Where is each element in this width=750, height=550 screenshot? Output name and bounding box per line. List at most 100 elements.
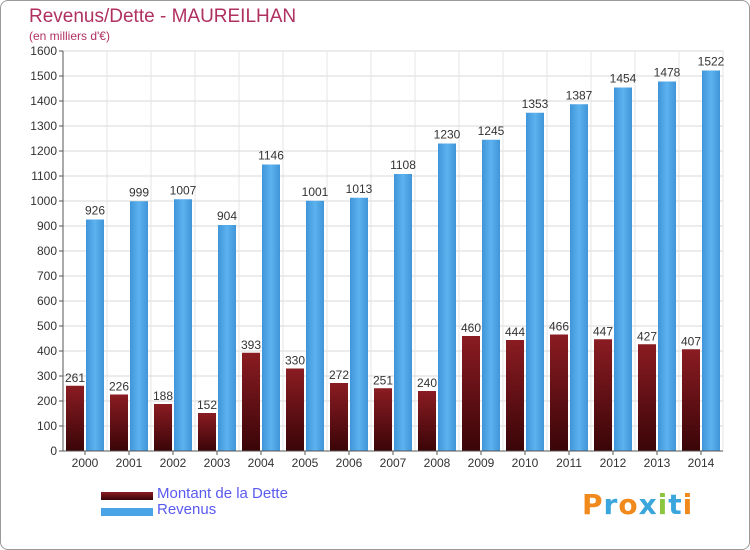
bar-revenue [262,164,280,451]
bar-revenue [702,70,720,451]
bar-debt [682,349,700,451]
y-tick-label: 400 [37,344,57,358]
y-tick-label: 1600 [30,44,57,58]
x-tick-label: 2002 [160,456,187,470]
x-tick-label: 2005 [292,456,319,470]
y-tick-label: 1500 [30,69,57,83]
y-tick-label: 800 [37,244,57,258]
bar-debt [418,391,436,451]
axes: 0 100 200 300 400 500 600 700 800 900 1000 1100 1200… [30,44,723,470]
logo-letter: i [682,488,694,521]
y-tick-label: 1300 [30,119,57,133]
data-label-debt: 407 [681,334,701,348]
data-label-debt: 393 [241,338,261,352]
legend-swatch-debt [101,492,153,500]
data-label-debt: 444 [505,325,525,339]
data-label-debt: 226 [109,380,129,394]
value-labels: 261 926 226 999 188 1007 152 904 393 1146 330 1001 2… [65,55,725,413]
data-label-revenue: 1013 [346,182,373,196]
bar-debt [66,385,84,451]
logo-letter: i [657,488,669,521]
data-label-revenue: 1245 [478,124,505,138]
y-tick-label: 600 [37,294,57,308]
x-tick-label: 2009 [468,456,495,470]
bar-revenue [482,139,500,451]
legend-label-debt: Montant de la Dette [157,485,288,502]
data-label-revenue: 1007 [170,183,197,197]
data-label-revenue: 1146 [258,149,284,163]
y-tick-label: 900 [37,219,57,233]
x-tick-label: 2003 [204,456,231,470]
y-tick-label: 1100 [31,169,57,183]
bar-revenue [658,81,676,451]
data-label-revenue: 1522 [698,55,725,69]
bar-revenue [130,201,148,451]
x-tick-label: 2008 [424,456,451,470]
chart-title: Revenus/Dette - MAUREILHAN [29,6,297,27]
bar-revenue [526,112,544,451]
data-label-debt: 251 [373,373,393,387]
bar-revenue [570,104,588,451]
bar-revenue [218,225,236,451]
bar-revenue [614,87,632,451]
legend-label-revenue: Revenus [157,501,217,518]
y-tick-label: 300 [37,369,57,383]
bar-debt [242,352,260,451]
data-label-debt: 240 [417,376,437,390]
logo-letter: r [603,488,619,521]
bar-debt [110,394,128,451]
bar-revenue [174,199,192,451]
data-label-debt: 460 [461,321,481,335]
bar-revenue [394,174,412,451]
bar-debt [638,344,656,451]
x-tick-label: 2010 [512,456,539,470]
bar-debt [506,340,524,451]
bar-debt [374,388,392,451]
x-tick-label: 2013 [644,456,671,470]
bar-debt [550,334,568,451]
bar-debt [286,368,304,451]
x-tick-label: 2001 [116,456,143,470]
bar-debt [594,339,612,451]
data-label-revenue: 1387 [566,88,593,102]
y-tick-label: 1200 [30,144,57,158]
x-tick-label: 2007 [380,456,407,470]
bar-revenue [350,197,368,451]
proxiti-logo: Proxiti [582,488,693,521]
bars [66,70,720,451]
data-label-revenue: 1230 [434,128,461,142]
data-label-revenue: 1353 [522,97,549,111]
y-tick-label: 0 [50,444,57,458]
y-tick-label: 1400 [30,94,57,108]
logo-letter: t [668,488,683,521]
data-label-debt: 466 [549,320,569,334]
x-tick-label: 2000 [72,456,99,470]
logo-letter: o [618,488,639,521]
data-label-debt: 427 [637,329,657,343]
data-label-debt: 188 [153,389,173,403]
y-tick-label: 700 [37,269,57,283]
data-label-revenue: 1108 [390,158,416,172]
x-tick-label: 2012 [600,456,627,470]
y-tick-label: 100 [37,419,57,433]
y-tick-label: 500 [37,319,57,333]
bar-revenue [306,200,324,451]
chart-subtitle: (en milliers d'€) [29,29,110,43]
x-tick-label: 2004 [248,456,275,470]
data-label-revenue: 1478 [654,66,681,80]
data-label-revenue: 1001 [302,185,329,199]
bar-revenue [438,143,456,451]
legend-swatch-revenue [101,508,153,516]
data-label-debt: 152 [197,398,217,412]
bar-debt [330,383,348,451]
bar-debt [198,413,216,451]
x-tick-label: 2011 [556,456,582,470]
x-tick-label: 2014 [688,456,715,470]
logo-letter: P [582,488,604,521]
data-label-debt: 261 [65,371,85,385]
bar-revenue [86,219,104,451]
logo-letter: x [638,488,658,521]
data-label-revenue: 1454 [610,72,637,86]
data-label-debt: 272 [329,368,349,382]
